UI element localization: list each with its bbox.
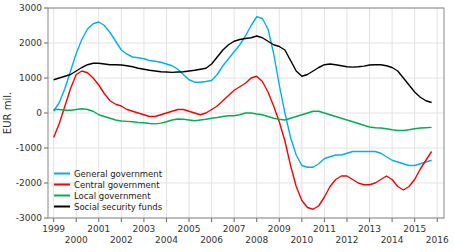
x-tick	[437, 218, 438, 222]
y-axis-label: EUR mil.	[2, 92, 13, 134]
legend: General governmentCentral governmentLoca…	[54, 169, 163, 212]
legend-swatch	[54, 173, 70, 175]
y-grid-line	[48, 148, 444, 149]
x-tick	[301, 218, 302, 222]
y-tick-label: 3000	[19, 3, 42, 13]
legend-label: Local government	[74, 191, 151, 201]
legend-swatch	[54, 184, 70, 186]
series-line	[54, 109, 432, 131]
series-line	[54, 36, 432, 103]
series-line	[54, 17, 432, 168]
legend-swatch	[54, 195, 70, 197]
y-tick-label: -1000	[16, 143, 42, 153]
y-tick	[44, 218, 48, 219]
y-grid-line	[48, 78, 444, 79]
legend-label: General government	[74, 169, 163, 179]
x-tick-label: 2016	[426, 235, 449, 245]
x-tick-label: 2010	[290, 235, 313, 245]
x-tick	[234, 218, 235, 222]
x-tick-label: 2005	[178, 224, 201, 234]
x-grid-line	[414, 8, 415, 218]
x-grid-line	[234, 8, 235, 218]
x-tick	[166, 218, 167, 222]
x-grid-line	[211, 8, 212, 218]
legend-label: Central government	[74, 180, 160, 190]
x-tick-label: 2011	[313, 224, 336, 234]
y-tick	[44, 183, 48, 184]
y-tick-label: 0	[36, 108, 42, 118]
x-tick	[369, 218, 370, 222]
x-tick-label: 2003	[132, 224, 155, 234]
x-tick	[324, 218, 325, 222]
y-tick-label: -2000	[16, 178, 42, 188]
x-tick	[53, 218, 54, 222]
x-grid-line	[256, 8, 257, 218]
legend-label: Social security funds	[74, 202, 163, 212]
y-grid-line	[48, 43, 444, 44]
x-tick-label: 2007	[223, 224, 246, 234]
x-tick-label: 2002	[110, 235, 133, 245]
x-tick-label: 2014	[381, 235, 404, 245]
x-tick	[392, 218, 393, 222]
x-tick-label: 2012	[336, 235, 359, 245]
grid	[48, 8, 444, 218]
x-tick	[256, 218, 257, 222]
plot-frame	[48, 8, 444, 218]
x-tick	[279, 218, 280, 222]
x-tick-label: 1999	[42, 224, 65, 234]
x-tick-label: 2015	[403, 224, 426, 234]
x-tick	[189, 218, 190, 222]
x-grid-line	[279, 8, 280, 218]
x-tick-label: 2006	[200, 235, 223, 245]
x-grid-line	[189, 8, 190, 218]
x-tick-label: 2009	[268, 224, 291, 234]
x-tick	[143, 218, 144, 222]
x-tick	[121, 218, 122, 222]
y-tick-label: 2000	[19, 38, 42, 48]
chart: -3000-2000-10000100020003000199920002001…	[0, 0, 454, 252]
x-grid-line	[346, 8, 347, 218]
x-tick	[76, 218, 77, 222]
x-tick-label: 2001	[87, 224, 110, 234]
lines	[54, 17, 432, 210]
x-tick	[414, 218, 415, 222]
x-grid-line	[53, 8, 54, 218]
y-tick	[44, 8, 48, 9]
series-line	[54, 71, 432, 209]
x-tick-label: 2008	[245, 235, 268, 245]
x-grid-line	[301, 8, 302, 218]
legend-swatch	[54, 206, 70, 208]
x-tick	[98, 218, 99, 222]
x-tick	[346, 218, 347, 222]
y-tick-label: 1000	[19, 73, 42, 83]
y-tick	[44, 78, 48, 79]
x-grid-line	[392, 8, 393, 218]
y-tick	[44, 113, 48, 114]
y-tick	[44, 148, 48, 149]
x-grid-line	[369, 8, 370, 218]
x-tick-label: 2013	[358, 224, 381, 234]
x-tick-label: 2000	[65, 235, 88, 245]
y-tick	[44, 43, 48, 44]
x-grid-line	[437, 8, 438, 218]
y-tick-label: -3000	[16, 213, 42, 223]
x-tick	[211, 218, 212, 222]
x-tick-label: 2004	[155, 235, 178, 245]
